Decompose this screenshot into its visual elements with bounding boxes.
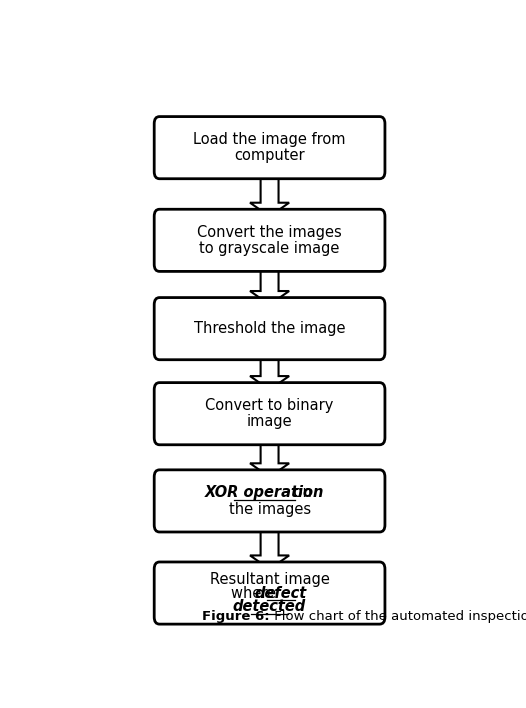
Text: Convert the images: Convert the images [197, 224, 342, 240]
Text: Load the image from: Load the image from [194, 132, 346, 147]
Text: Flow chart of the automated inspection system.: Flow chart of the automated inspection s… [270, 610, 526, 623]
Text: defect: defect [255, 586, 307, 600]
Polygon shape [250, 264, 289, 304]
Text: XOR operation: XOR operation [205, 485, 324, 501]
Text: Convert to binary: Convert to binary [205, 398, 334, 413]
Text: where: where [230, 586, 280, 600]
Polygon shape [250, 525, 289, 569]
FancyBboxPatch shape [154, 297, 385, 360]
FancyBboxPatch shape [154, 562, 385, 624]
Polygon shape [250, 171, 289, 217]
Text: computer: computer [234, 148, 305, 164]
FancyBboxPatch shape [154, 117, 385, 178]
FancyBboxPatch shape [154, 210, 385, 271]
Text: the images: the images [228, 501, 311, 517]
Text: on: on [289, 485, 311, 501]
Polygon shape [250, 353, 289, 389]
Text: Figure 6:: Figure 6: [202, 610, 270, 623]
Text: image: image [247, 414, 292, 429]
Text: Resultant image: Resultant image [210, 572, 329, 587]
Polygon shape [250, 438, 289, 477]
FancyBboxPatch shape [154, 382, 385, 445]
Text: Threshold the image: Threshold the image [194, 321, 346, 336]
Text: detected: detected [233, 599, 306, 614]
Text: to grayscale image: to grayscale image [199, 241, 340, 256]
FancyBboxPatch shape [154, 470, 385, 532]
